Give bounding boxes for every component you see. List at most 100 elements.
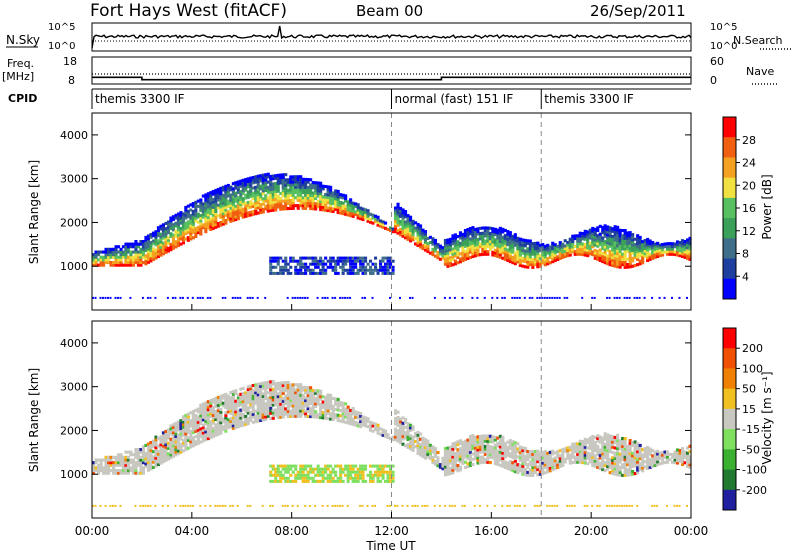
velocity-cell: [187, 505, 189, 507]
velocity-cell: [364, 480, 367, 483]
power-cell: [374, 263, 377, 266]
velocity-cell: [549, 505, 551, 507]
freq-tick-bottom: 8: [68, 74, 75, 87]
power-cell: [95, 297, 97, 299]
power-cell: [354, 263, 357, 266]
power-cell: [327, 297, 329, 299]
velocity-cell: [412, 425, 415, 428]
velocity-cell: [309, 505, 311, 507]
power-cell: [332, 297, 334, 299]
power-cell: [147, 297, 149, 299]
power-cell: [352, 269, 355, 272]
power-cell: [277, 263, 280, 266]
velocity-cell: [531, 474, 534, 477]
velocity-cell: [352, 468, 355, 471]
freq-series-line: [92, 77, 691, 79]
velocity-cell: [307, 480, 310, 483]
velocity-cell: [242, 387, 245, 390]
power-cell: [369, 266, 372, 269]
power-cell: [284, 266, 287, 269]
velocity-cell: [294, 468, 297, 471]
power-cell: [399, 297, 401, 299]
velocity-cell: [252, 405, 255, 408]
velocity-cell: [327, 468, 330, 471]
nsky-series-line: [92, 26, 691, 48]
power-cell: [329, 263, 332, 266]
velocity-cell: [217, 505, 219, 507]
power-cell: [531, 266, 534, 269]
power-cell: [639, 236, 642, 239]
velocity-cell: [199, 505, 201, 507]
power-cell: [277, 187, 280, 190]
velocity-cell: [631, 505, 633, 507]
power-cell: [516, 297, 518, 299]
power-cell: [686, 297, 688, 299]
velocity-cell: [516, 505, 518, 507]
power-cell: [337, 272, 340, 275]
velocity-cell: [434, 447, 437, 450]
velocity-cell: [626, 505, 628, 507]
velocity-cell: [606, 505, 608, 507]
velocity-cell: [237, 505, 239, 507]
power-cell: [294, 297, 296, 299]
power-cell: [389, 297, 391, 299]
colorbar-swatch: [723, 117, 736, 138]
power-cell: [554, 297, 556, 299]
velocity-cell: [304, 505, 306, 507]
velocity-cell: [179, 505, 181, 507]
power-cell: [514, 233, 517, 236]
velocity-cell: [397, 505, 399, 507]
power-cell: [461, 297, 463, 299]
power-cell: [504, 297, 506, 299]
power-cell: [362, 263, 365, 266]
velocity-cell: [616, 505, 618, 507]
power-cell: [364, 272, 367, 275]
power-cell: [100, 297, 102, 299]
velocity-cell: [489, 461, 492, 464]
power-cell: [546, 297, 548, 299]
velocity-cell: [327, 505, 329, 507]
velocity-cell: [309, 465, 312, 468]
power-cell: [629, 297, 631, 299]
velocity-cell: [339, 465, 342, 468]
velocity-cell: [289, 474, 292, 477]
power-cell: [387, 269, 390, 272]
velocity-cell: [287, 471, 290, 474]
velocity-cell: [332, 505, 334, 507]
colorbar-tick-label: 4: [742, 270, 749, 283]
y-tick-label: 4000: [60, 129, 88, 142]
velocity-cell: [334, 474, 337, 477]
velocity-cell: [599, 505, 601, 507]
velocity-cell: [474, 505, 476, 507]
power-cell: [357, 203, 360, 206]
colorbar-tick-label: 24: [742, 157, 756, 170]
power-cell: [556, 297, 558, 299]
velocity-cell: [110, 505, 112, 507]
velocity-cell: [362, 477, 365, 480]
power-cell: [471, 297, 473, 299]
velocity-cell: [342, 505, 344, 507]
velocity-cell: [302, 471, 305, 474]
y-tick-label: 1000: [60, 260, 88, 273]
velocity-cell: [369, 471, 372, 474]
velocity-cell: [566, 505, 568, 507]
velocity-cell: [364, 468, 367, 471]
power-cell: [199, 297, 201, 299]
velocity-cell: [419, 432, 422, 435]
station-title: Fort Hays West (fitACF): [90, 1, 287, 21]
velocity-cell: [501, 436, 504, 439]
velocity-cell: [342, 471, 345, 474]
power-cell: [509, 231, 512, 234]
power-cell: [172, 297, 174, 299]
velocity-cell: [314, 505, 316, 507]
power-cell: [105, 297, 107, 299]
velocity-cell: [329, 465, 332, 468]
power-cell: [324, 257, 327, 260]
velocity-cell: [334, 505, 336, 507]
colorbar-swatch: [723, 218, 736, 239]
velocity-cell: [421, 505, 423, 507]
power-cell: [167, 297, 169, 299]
y-tick-label: 3000: [60, 173, 88, 186]
velocity-cell: [377, 477, 380, 480]
power-cell: [389, 263, 392, 266]
